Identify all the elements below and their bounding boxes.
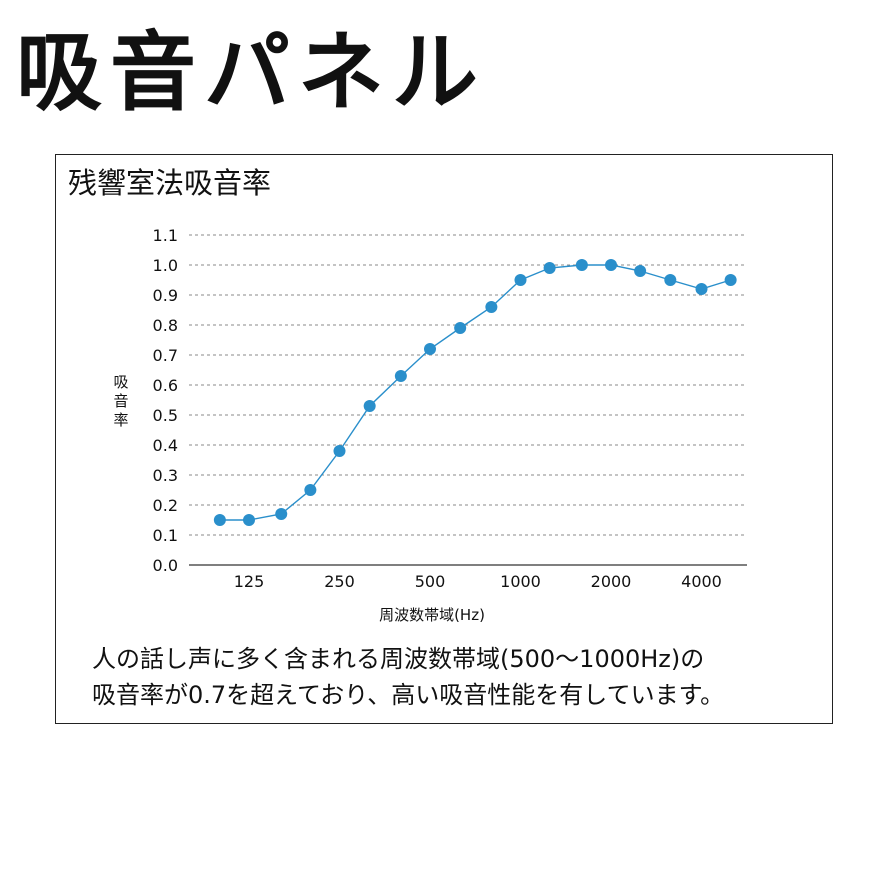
y-tick-label: 1.0 [153, 256, 178, 275]
page-title: 吸音パネル [16, 23, 486, 123]
y-tick-label: 0.2 [153, 496, 178, 515]
y-axis-title-char: 音 [113, 392, 128, 410]
x-tick-label: 125 [234, 572, 265, 591]
x-tick-labels: 125 250 500 1000 2000 4000 [234, 572, 722, 591]
data-point [243, 514, 255, 526]
data-point [664, 274, 677, 286]
x-tick-label: 4000 [681, 572, 722, 591]
chart-caption: 人の話し声に多く含まれる周波数帯域(500～1000Hz)の 吸音率が0.7を超… [92, 641, 812, 713]
data-point [485, 301, 498, 313]
chart-panel-title: 残響室法吸音率 [68, 166, 272, 200]
data-point [304, 484, 317, 496]
data-point [333, 445, 346, 457]
x-tick-label: 500 [415, 572, 446, 591]
absorption-chart: 0.0 0.1 0.2 0.3 0.4 0.5 0.6 0.7 0.8 0.9 1.0 1.1 125… [113, 226, 747, 624]
x-tick-label: 250 [324, 572, 355, 591]
y-tick-labels: 0.0 0.1 0.2 0.3 0.4 0.5 0.6 0.7 0.8 0.9 1.0 1.1 [153, 226, 178, 575]
y-tick-label: 0.0 [153, 556, 178, 575]
data-point [575, 259, 588, 271]
x-tick-label: 1000 [500, 572, 541, 591]
data-point [275, 508, 288, 520]
y-axis-title-char: 吸 [113, 373, 128, 391]
y-tick-label: 0.5 [153, 406, 178, 425]
y-tick-label: 0.1 [153, 526, 178, 545]
data-point [543, 262, 556, 274]
caption-line-2: 吸音率が0.7を超えており、高い吸音性能を有しています。 [92, 681, 725, 709]
axis-titles: 周波数帯域(Hz) 吸音率 [113, 373, 484, 624]
y-tick-label: 0.8 [153, 316, 178, 335]
data-series [213, 259, 737, 526]
caption-line-1: 人の話し声に多く含まれる周波数帯域(500～1000Hz)の [92, 645, 705, 673]
data-point [514, 274, 527, 286]
data-point [213, 514, 226, 526]
data-point [724, 274, 737, 286]
data-point [424, 343, 436, 355]
y-tick-label: 0.3 [153, 466, 178, 485]
y-tick-label: 0.7 [153, 346, 178, 365]
chart-panel: 残響室法吸音率 0.0 0.1 0.2 0.3 0.4 0.5 0.6 0.7 0.8 0.9 1.… [55, 154, 833, 724]
y-tick-label: 0.4 [153, 436, 178, 455]
data-point [634, 265, 647, 277]
y-axis-title-char: 率 [113, 411, 128, 429]
x-axis-title: 周波数帯域(Hz) [379, 606, 485, 624]
y-tick-label: 1.1 [153, 226, 178, 245]
data-point [394, 370, 407, 382]
grid-lines [189, 234, 747, 566]
data-point [605, 259, 617, 271]
y-tick-label: 0.9 [153, 286, 178, 305]
data-point [454, 322, 467, 334]
x-tick-label: 2000 [591, 572, 632, 591]
y-tick-label: 0.6 [153, 376, 178, 395]
series-line [219, 264, 731, 521]
data-point [363, 400, 376, 412]
data-point [695, 283, 708, 295]
